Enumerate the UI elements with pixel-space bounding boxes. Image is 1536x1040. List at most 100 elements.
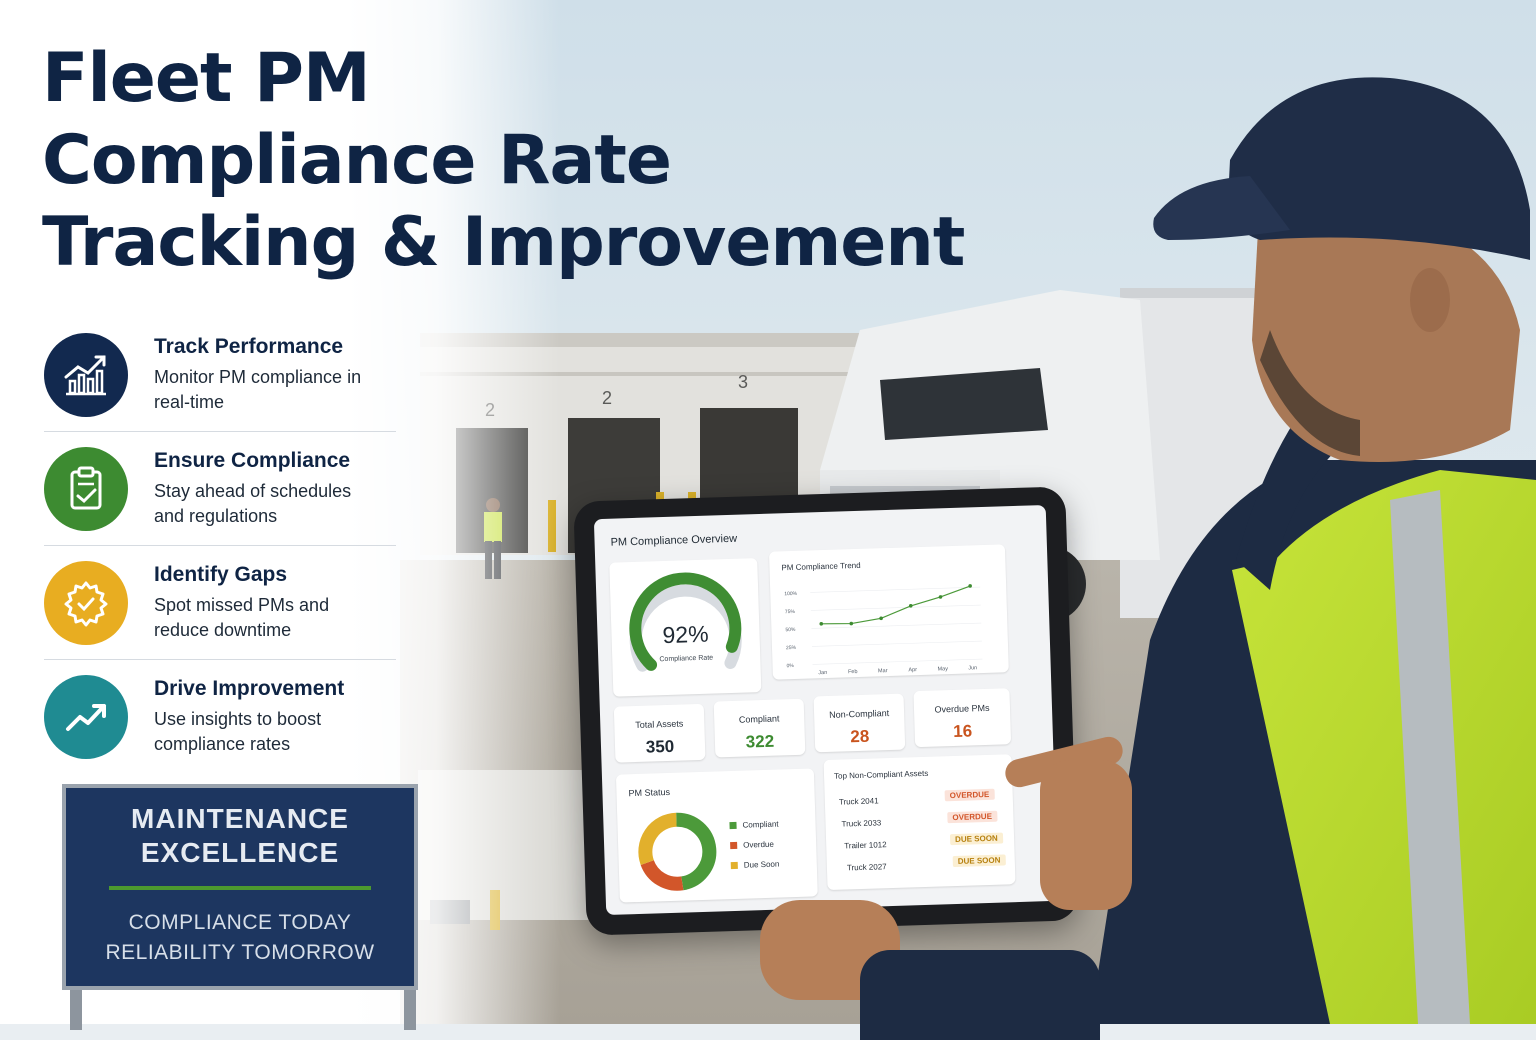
feature-description: Spot missed PMs and reduce downtime xyxy=(154,594,330,640)
kpi-label: Overdue PMs xyxy=(934,702,990,715)
sign-tagline-line-2: RELIABILITY TOMORROW xyxy=(105,941,375,964)
sign-tagline: COMPLIANCE TODAY RELIABILITY TOMORROW xyxy=(66,908,414,968)
legend-label: Compliant xyxy=(742,819,779,830)
right-hand xyxy=(1040,760,1132,910)
sign-heading-line-2: EXCELLENCE xyxy=(140,837,340,868)
compliance-gauge: 92% Compliance Rate xyxy=(629,572,742,672)
compliance-trend-card: PM Compliance Trend 100% 75% 50% 25% 0% Jan Fe… xyxy=(768,544,1009,680)
legend-label: Due Soon xyxy=(743,859,780,870)
title-line-2: Compliance Rate xyxy=(42,121,672,200)
feature-description: Use insights to boost compliance rates xyxy=(154,709,322,754)
feature-title: Identify Gaps xyxy=(154,562,288,586)
x-tick-label: Jun xyxy=(968,665,977,671)
trend-series-line xyxy=(821,585,971,625)
feature-title: Track Performance xyxy=(154,334,344,358)
x-tick-label: Feb xyxy=(848,669,858,675)
kpi-label: Total Assets xyxy=(635,718,684,730)
status-badge: DUE SOON xyxy=(952,854,1006,868)
asset-row-name: Truck 2027 xyxy=(846,862,887,873)
x-tick-label: Mar xyxy=(878,668,888,674)
y-tick-label: 50% xyxy=(785,627,796,633)
donut-segment xyxy=(638,812,678,865)
maintenance-sign: MAINTENANCE EXCELLENCE COMPLIANCE TODAY … xyxy=(62,784,418,990)
feature-drive-improvement: Drive Improvement Use insights to boost … xyxy=(44,660,396,774)
legend-item-due-soon: Due Soon xyxy=(730,854,780,876)
pm-status-card: PM Status Compliant Overdue Due Soon xyxy=(615,768,818,903)
feature-track-performance: Track Performance Monitor PM compliance … xyxy=(44,318,396,432)
bay-number-2: 2 xyxy=(602,388,612,408)
status-badge: DUE SOON xyxy=(949,832,1003,846)
sign-post-left xyxy=(70,990,82,1030)
kpi-value: 350 xyxy=(645,736,675,757)
feature-description: Stay ahead of schedules and regulations xyxy=(154,480,352,526)
trend-point xyxy=(908,604,913,608)
y-tick-label: 100% xyxy=(784,591,798,597)
page-title: Fleet PM Compliance Rate Tracking & Impr… xyxy=(42,38,965,284)
gear-check-icon xyxy=(44,560,128,645)
kpi-non-compliant: Non-Compliant 28 xyxy=(813,693,906,753)
y-tick-label: 25% xyxy=(786,645,797,651)
legend-swatch xyxy=(729,821,737,829)
title-line-3: Tracking & Improvement xyxy=(42,203,965,282)
donut-segment xyxy=(640,859,684,891)
chart-up-icon xyxy=(44,332,128,417)
trend-point xyxy=(938,595,943,599)
gauge-value: 92% xyxy=(662,621,709,648)
trend-line-chart: 100% 75% 50% 25% 0% Jan Feb Mar Apr May Jun xyxy=(784,584,983,676)
legend-label: Overdue xyxy=(743,839,774,850)
tablet-device: PM Compliance Overview 92% Compliance Ra… xyxy=(573,486,1079,936)
kpi-overdue-pms: Overdue PMs 16 xyxy=(913,688,1012,748)
trend-arrow-icon xyxy=(44,675,128,759)
pm-status-donut xyxy=(638,812,717,891)
x-tick-label: Apr xyxy=(908,667,917,673)
status-badge: OVERDUE xyxy=(944,788,995,802)
status-badge: OVERDUE xyxy=(947,810,998,824)
gauge-label: Compliance Rate xyxy=(659,655,713,664)
gridline xyxy=(811,622,982,629)
trend-point xyxy=(968,584,972,588)
legend-swatch xyxy=(730,861,738,869)
kpi-value: 16 xyxy=(952,721,973,742)
legend-item-overdue: Overdue xyxy=(730,834,780,856)
gridline xyxy=(810,586,981,593)
legend-item-compliant: Compliant xyxy=(729,814,779,836)
sign-post-right xyxy=(404,990,416,1030)
donut-segment xyxy=(676,812,717,891)
kpi-compliant: Compliant 322 xyxy=(713,698,806,758)
x-tick-label: Jan xyxy=(818,670,827,676)
compliance-gauge-card: 92% Compliance Rate xyxy=(609,558,762,697)
pm-status-title: PM Status xyxy=(628,786,671,799)
dashboard-title: PM Compliance Overview xyxy=(610,532,738,549)
asset-row-name: Truck 2041 xyxy=(838,796,879,807)
top-noncompliant-title: Top Non-Compliant Assets xyxy=(833,768,929,781)
feature-list: Track Performance Monitor PM compliance … xyxy=(44,318,396,774)
x-tick-label: May xyxy=(937,666,948,672)
gauge-fill xyxy=(629,572,742,671)
feature-title: Ensure Compliance xyxy=(154,448,351,472)
asset-row-name: Trailer 1012 xyxy=(844,840,887,851)
trend-point xyxy=(819,621,824,626)
trend-point xyxy=(879,616,883,621)
gridline xyxy=(812,658,983,665)
feature-ensure-compliance: Ensure Compliance Stay ahead of schedule… xyxy=(44,432,396,546)
kpi-label: Compliant xyxy=(738,713,780,725)
y-tick-label: 0% xyxy=(786,663,794,669)
pm-status-legend: Compliant Overdue Due Soon xyxy=(729,814,780,876)
gridline xyxy=(810,604,981,611)
tablet-screen: PM Compliance Overview 92% Compliance Ra… xyxy=(593,504,1059,916)
trend-point xyxy=(849,621,854,626)
feature-description: Monitor PM compliance in real-time xyxy=(154,366,362,412)
feature-title: Drive Improvement xyxy=(154,677,345,700)
gridline xyxy=(811,640,982,647)
left-sleeve xyxy=(860,950,1100,1040)
y-tick-label: 75% xyxy=(785,609,796,615)
sign-heading: MAINTENANCE EXCELLENCE xyxy=(66,802,414,870)
kpi-value: 322 xyxy=(745,731,775,752)
top-noncompliant-card: Top Non-Compliant Assets Truck 2041 OVER… xyxy=(823,754,1016,891)
title-line-1: Fleet PM xyxy=(42,39,371,118)
sign-heading-line-1: MAINTENANCE xyxy=(131,803,349,834)
sign-tagline-line-1: COMPLIANCE TODAY xyxy=(128,911,352,934)
kpi-total-assets: Total Assets 350 xyxy=(613,703,706,763)
clipboard-check-icon xyxy=(44,446,128,531)
feature-identify-gaps: Identify Gaps Spot missed PMs and reduce… xyxy=(44,546,396,660)
